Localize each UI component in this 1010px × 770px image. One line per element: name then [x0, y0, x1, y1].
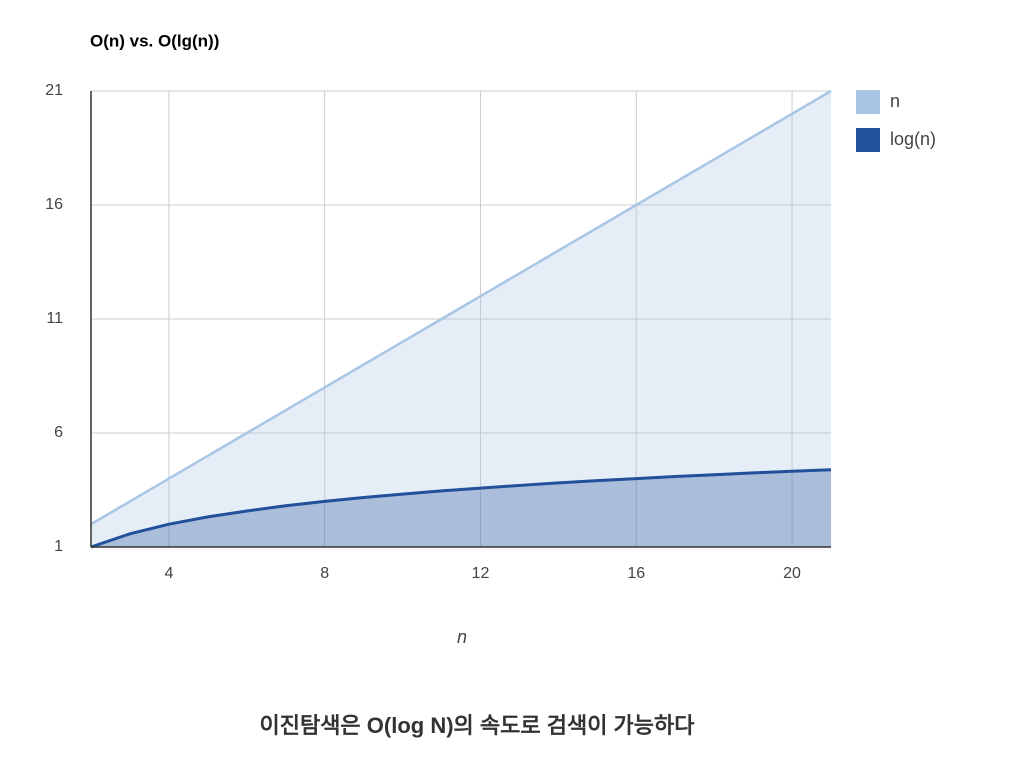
x-tick-label: 8	[320, 565, 329, 582]
y-tick-label: 11	[46, 310, 63, 327]
y-tick-label: 16	[45, 196, 63, 213]
series-line	[90, 89, 832, 526]
legend-label: n	[890, 91, 900, 111]
x-tick-label: 20	[783, 565, 801, 582]
x-tick-label: 16	[627, 565, 645, 582]
y-tick-label: 21	[45, 82, 63, 99]
legend-label: log(n)	[890, 129, 936, 149]
area-fill	[91, 91, 831, 547]
x-axis-label: n	[457, 627, 467, 647]
area-fill	[91, 469, 831, 547]
y-tick-label: 6	[54, 424, 63, 441]
caption: 이진탐색은 O(log N)의 속도로 검색이 가능하다	[259, 713, 695, 738]
series-line	[90, 468, 832, 549]
legend-swatch	[856, 128, 880, 152]
y-tick-label: 1	[54, 538, 63, 555]
x-tick-label: 4	[164, 565, 173, 582]
chart-title: O(n) vs. O(lg(n))	[90, 31, 219, 50]
x-tick-label: 12	[472, 565, 490, 582]
legend-swatch	[856, 90, 880, 114]
